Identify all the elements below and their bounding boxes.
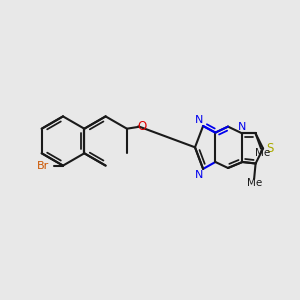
Text: N: N	[195, 170, 204, 180]
Text: Me: Me	[255, 148, 270, 158]
Text: S: S	[266, 142, 273, 155]
Text: N: N	[195, 115, 204, 125]
Text: O: O	[137, 120, 146, 133]
Text: Me: Me	[247, 178, 262, 188]
Text: N: N	[238, 122, 247, 132]
Text: Br: Br	[37, 160, 49, 171]
